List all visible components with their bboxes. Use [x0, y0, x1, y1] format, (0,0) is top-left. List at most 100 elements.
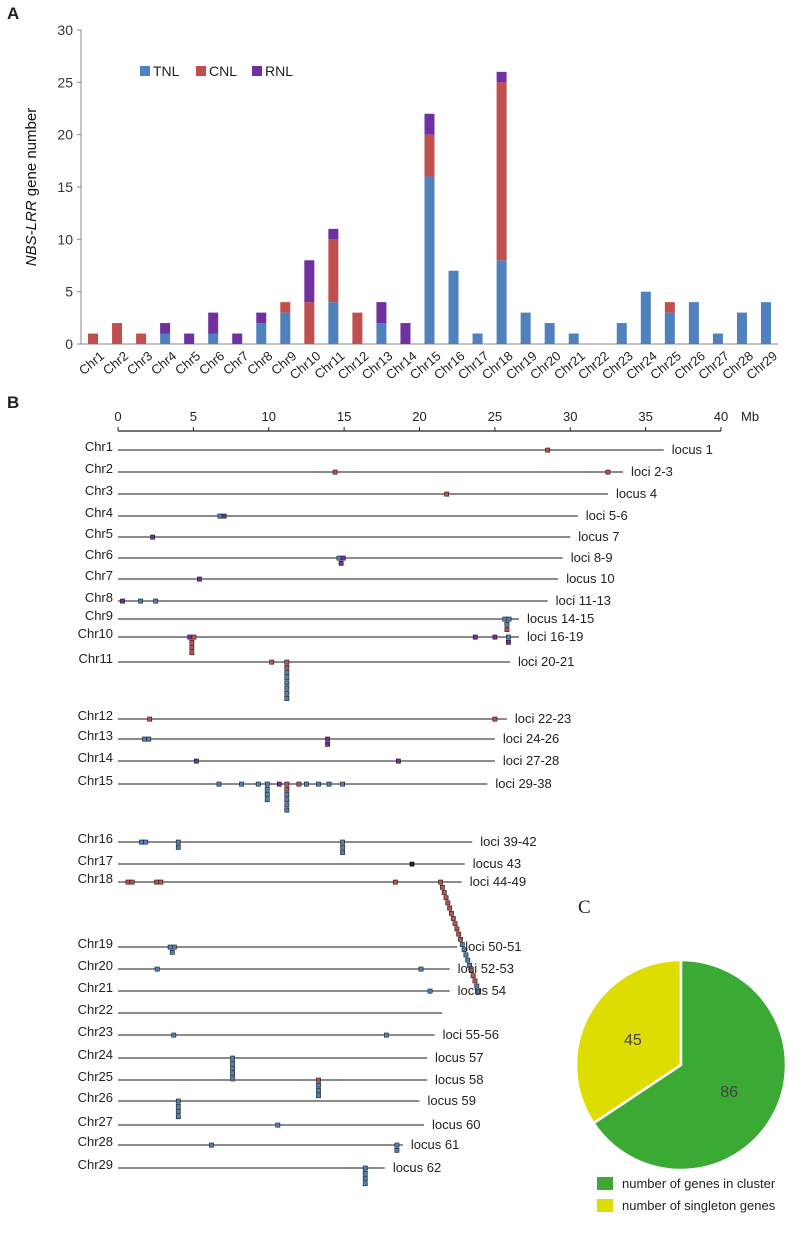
- bar-tnl-chr18: [496, 260, 507, 344]
- pie-slice-cluster: [591, 958, 788, 1172]
- pie-legend-label-cluster: number of genes in cluster: [622, 1176, 776, 1191]
- gene-box: [336, 555, 342, 561]
- gene-box: [284, 781, 290, 787]
- gene-box: [506, 639, 511, 645]
- mb-scale-label: 10: [262, 409, 276, 424]
- gene-box: [171, 944, 177, 950]
- locus-label-chr2: loci 2-3: [631, 464, 673, 479]
- locus-label-chr25: locus 58: [435, 1072, 483, 1087]
- locus-label-chr3: locus 4: [616, 486, 657, 501]
- bar-tnl-chr17: [472, 333, 483, 344]
- gene-box: [284, 685, 290, 691]
- gene-box: [230, 1076, 235, 1082]
- chrom-name-chr8: Chr8: [85, 590, 113, 605]
- panel-c-label: C: [578, 897, 591, 918]
- gene-box: [191, 634, 197, 640]
- y-tick-label: 30: [57, 22, 73, 38]
- locus-label-chr17: locus 43: [473, 856, 521, 871]
- gene-box: [316, 1077, 321, 1083]
- panel-a-label: A: [7, 4, 20, 23]
- gene-box: [230, 1060, 235, 1066]
- gene-box: [153, 598, 159, 604]
- chrom-name-chr29: Chr29: [78, 1157, 113, 1172]
- gene-box: [167, 944, 173, 950]
- mb-scale-label: 35: [638, 409, 652, 424]
- gene-box: [340, 781, 346, 787]
- gene-box: [332, 469, 338, 475]
- bar-rnl-chr15: [424, 113, 435, 135]
- gene-box: [340, 850, 346, 855]
- legend-swatch-rnl: [252, 66, 262, 76]
- chrom-name-chr4: Chr4: [85, 505, 113, 520]
- bar-tnl-chr28: [736, 312, 747, 344]
- chrom-name-chr11: Chr11: [79, 651, 113, 666]
- gene-box: [465, 957, 471, 963]
- chrom-name-chr7: Chr7: [85, 568, 113, 583]
- gene-box: [450, 916, 456, 921]
- chrom-name-chr22: Chr22: [78, 1002, 113, 1017]
- gene-box: [338, 560, 344, 566]
- bar-tnl-chr11: [328, 302, 339, 344]
- locus-label-chr27: locus 60: [432, 1117, 480, 1132]
- locus-label-chr19: loci 50-51: [465, 939, 521, 954]
- gene-box: [120, 598, 125, 604]
- gene-box: [452, 921, 458, 927]
- legend-swatch-tnl: [140, 66, 150, 76]
- mb-unit-label: Mb: [741, 409, 759, 424]
- gene-box: [304, 781, 309, 787]
- gene-box: [284, 792, 290, 797]
- locus-label-chr21: locus 54: [458, 983, 506, 998]
- pie-legend-swatch-cluster: [597, 1177, 613, 1190]
- locus-label-chr28: locus 61: [411, 1137, 459, 1152]
- panel-c-pie-chart: 45 86 number of genes in cluster number of …: [574, 958, 788, 1213]
- gene-box: [189, 650, 195, 656]
- gene-box: [284, 786, 290, 792]
- gene-box: [316, 781, 321, 787]
- gene-box: [506, 616, 512, 622]
- chrom-name-chr27: Chr27: [78, 1114, 113, 1129]
- gene-box: [445, 900, 451, 906]
- locus-label-chr20: loci 52-53: [458, 961, 514, 976]
- locus-label-chr23: loci 55-56: [443, 1027, 499, 1042]
- gene-box: [443, 895, 449, 901]
- locus-label-chr6: loci 8-9: [571, 550, 613, 565]
- bar-rnl-chr10: [304, 260, 315, 303]
- gene-box: [264, 786, 270, 792]
- y-axis-title: NBS-LRR gene number: [23, 108, 40, 266]
- gene-box: [217, 513, 223, 519]
- chrom-name-chr17: Chr17: [78, 853, 113, 868]
- legend-label-rnl: RNL: [265, 63, 293, 79]
- gene-box: [143, 839, 149, 845]
- bar-tnl-chr15: [424, 176, 435, 344]
- locus-label-chr26: locus 59: [428, 1093, 476, 1108]
- gene-box: [230, 1066, 235, 1071]
- gene-box: [504, 621, 510, 627]
- locus-label-chr5: locus 7: [578, 529, 619, 544]
- bar-rnl-chr13: [376, 302, 387, 324]
- chrom-name-chr26: Chr26: [78, 1090, 113, 1105]
- gene-box: [284, 659, 290, 665]
- bar-tnl-chr24: [640, 291, 651, 344]
- mb-scale-label: 15: [337, 409, 351, 424]
- gene-box: [362, 1170, 368, 1176]
- gene-box: [284, 802, 290, 808]
- bar-tnl-chr21: [568, 333, 579, 344]
- bar-cnl-chr1: [88, 333, 99, 344]
- bar-tnl-chr26: [688, 302, 699, 344]
- gene-box: [264, 781, 270, 787]
- chrom-name-chr9: Chr9: [85, 608, 113, 623]
- legend-label-tnl: TNL: [153, 63, 180, 79]
- bar-rnl-chr18: [496, 71, 507, 83]
- gene-box: [447, 905, 453, 911]
- bar-tnl-chr20: [544, 323, 555, 344]
- gene-box: [454, 926, 460, 932]
- bar-tnl-chr27: [712, 333, 723, 344]
- gene-box: [158, 879, 164, 885]
- locus-label-chr13: loci 24-26: [503, 731, 559, 746]
- gene-box: [438, 879, 444, 885]
- gene-box: [284, 807, 290, 813]
- bar-rnl-chr14: [400, 323, 411, 344]
- gene-box: [175, 1114, 181, 1120]
- gene-box: [197, 576, 202, 582]
